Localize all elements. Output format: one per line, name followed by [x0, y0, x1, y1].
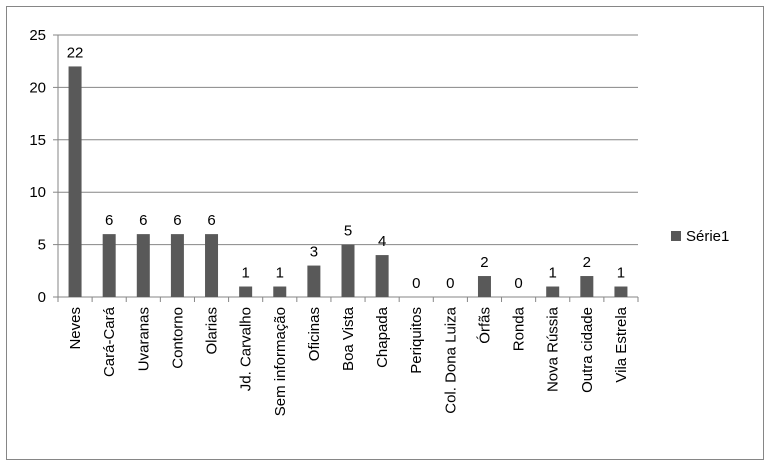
x-category-label: Uvaranas: [135, 307, 152, 371]
data-label: 0: [514, 275, 522, 292]
bar: [341, 244, 355, 297]
x-category-label: Contorno: [169, 307, 186, 369]
data-label: 1: [549, 265, 557, 282]
y-tick-label: 20: [29, 79, 46, 96]
bar: [546, 286, 560, 297]
y-tick-label: 10: [29, 184, 46, 201]
bar: [477, 276, 491, 297]
data-label: 6: [105, 212, 113, 229]
bar: [136, 234, 150, 297]
data-label: 5: [344, 223, 352, 240]
x-category-label: Sem informação: [272, 307, 289, 416]
x-category-label: Jd. Carvalho: [238, 307, 255, 391]
bar: [273, 286, 287, 297]
x-category-label: Neves: [67, 307, 84, 350]
bar: [375, 255, 389, 297]
y-tick-label: 0: [38, 289, 46, 306]
legend-swatch: [671, 231, 681, 241]
bar: [307, 265, 321, 297]
data-label: 2: [480, 254, 488, 271]
bar: [170, 234, 184, 297]
bar: [68, 66, 82, 297]
x-category-label: Boa Vista: [340, 306, 357, 371]
data-label: 4: [378, 233, 386, 250]
x-category-label: Olarias: [204, 307, 221, 355]
data-label: 6: [173, 212, 181, 229]
x-category-label: Órfãs: [476, 307, 493, 344]
x-category-label: Cará-Cará: [101, 306, 118, 377]
data-label: 0: [412, 275, 420, 292]
data-label: 22: [67, 44, 84, 61]
legend-label: Série1: [686, 228, 729, 245]
bar: [614, 286, 628, 297]
x-category-label: Oficinas: [306, 307, 323, 361]
bar: [205, 234, 219, 297]
bar: [239, 286, 253, 297]
y-tick-label: 15: [29, 132, 46, 149]
y-tick-label: 25: [29, 27, 46, 44]
x-category-label: Ronda: [511, 306, 528, 351]
bar: [102, 234, 116, 297]
x-category-label: Outra cidade: [579, 307, 596, 393]
data-label: 1: [241, 265, 249, 282]
x-category-label: Vila Estrela: [613, 306, 630, 382]
x-category-label: Periquitos: [408, 307, 425, 374]
bar: [580, 276, 594, 297]
data-label: 2: [583, 254, 591, 271]
data-label: 6: [139, 212, 147, 229]
x-category-label: Chapada: [374, 306, 391, 368]
x-category-label: Col. Dona Luiza: [442, 306, 459, 413]
y-tick-label: 5: [38, 237, 46, 254]
chart-frame: [6, 6, 764, 460]
data-label: 3: [310, 244, 318, 261]
x-category-label: Nova Rússia: [545, 306, 562, 392]
data-label: 1: [276, 265, 284, 282]
data-label: 0: [446, 275, 454, 292]
data-label: 6: [207, 212, 215, 229]
data-label: 1: [617, 265, 625, 282]
